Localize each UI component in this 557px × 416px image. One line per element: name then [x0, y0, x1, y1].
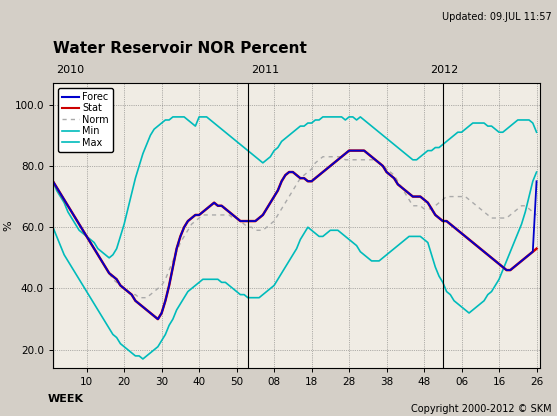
- Text: 2011: 2011: [251, 65, 278, 75]
- Text: 2010: 2010: [56, 65, 84, 75]
- Legend: Forec, Stat, Norm, Min, Max: Forec, Stat, Norm, Min, Max: [58, 88, 113, 152]
- Y-axis label: %: %: [3, 220, 13, 231]
- Text: WEEK: WEEK: [48, 394, 84, 404]
- Text: Updated: 09.JUL 11:57: Updated: 09.JUL 11:57: [442, 12, 551, 22]
- Text: Copyright 2000-2012 © SKM: Copyright 2000-2012 © SKM: [411, 404, 551, 414]
- Text: Water Reservoir NOR Percent: Water Reservoir NOR Percent: [53, 41, 307, 56]
- Text: 2012: 2012: [431, 65, 459, 75]
